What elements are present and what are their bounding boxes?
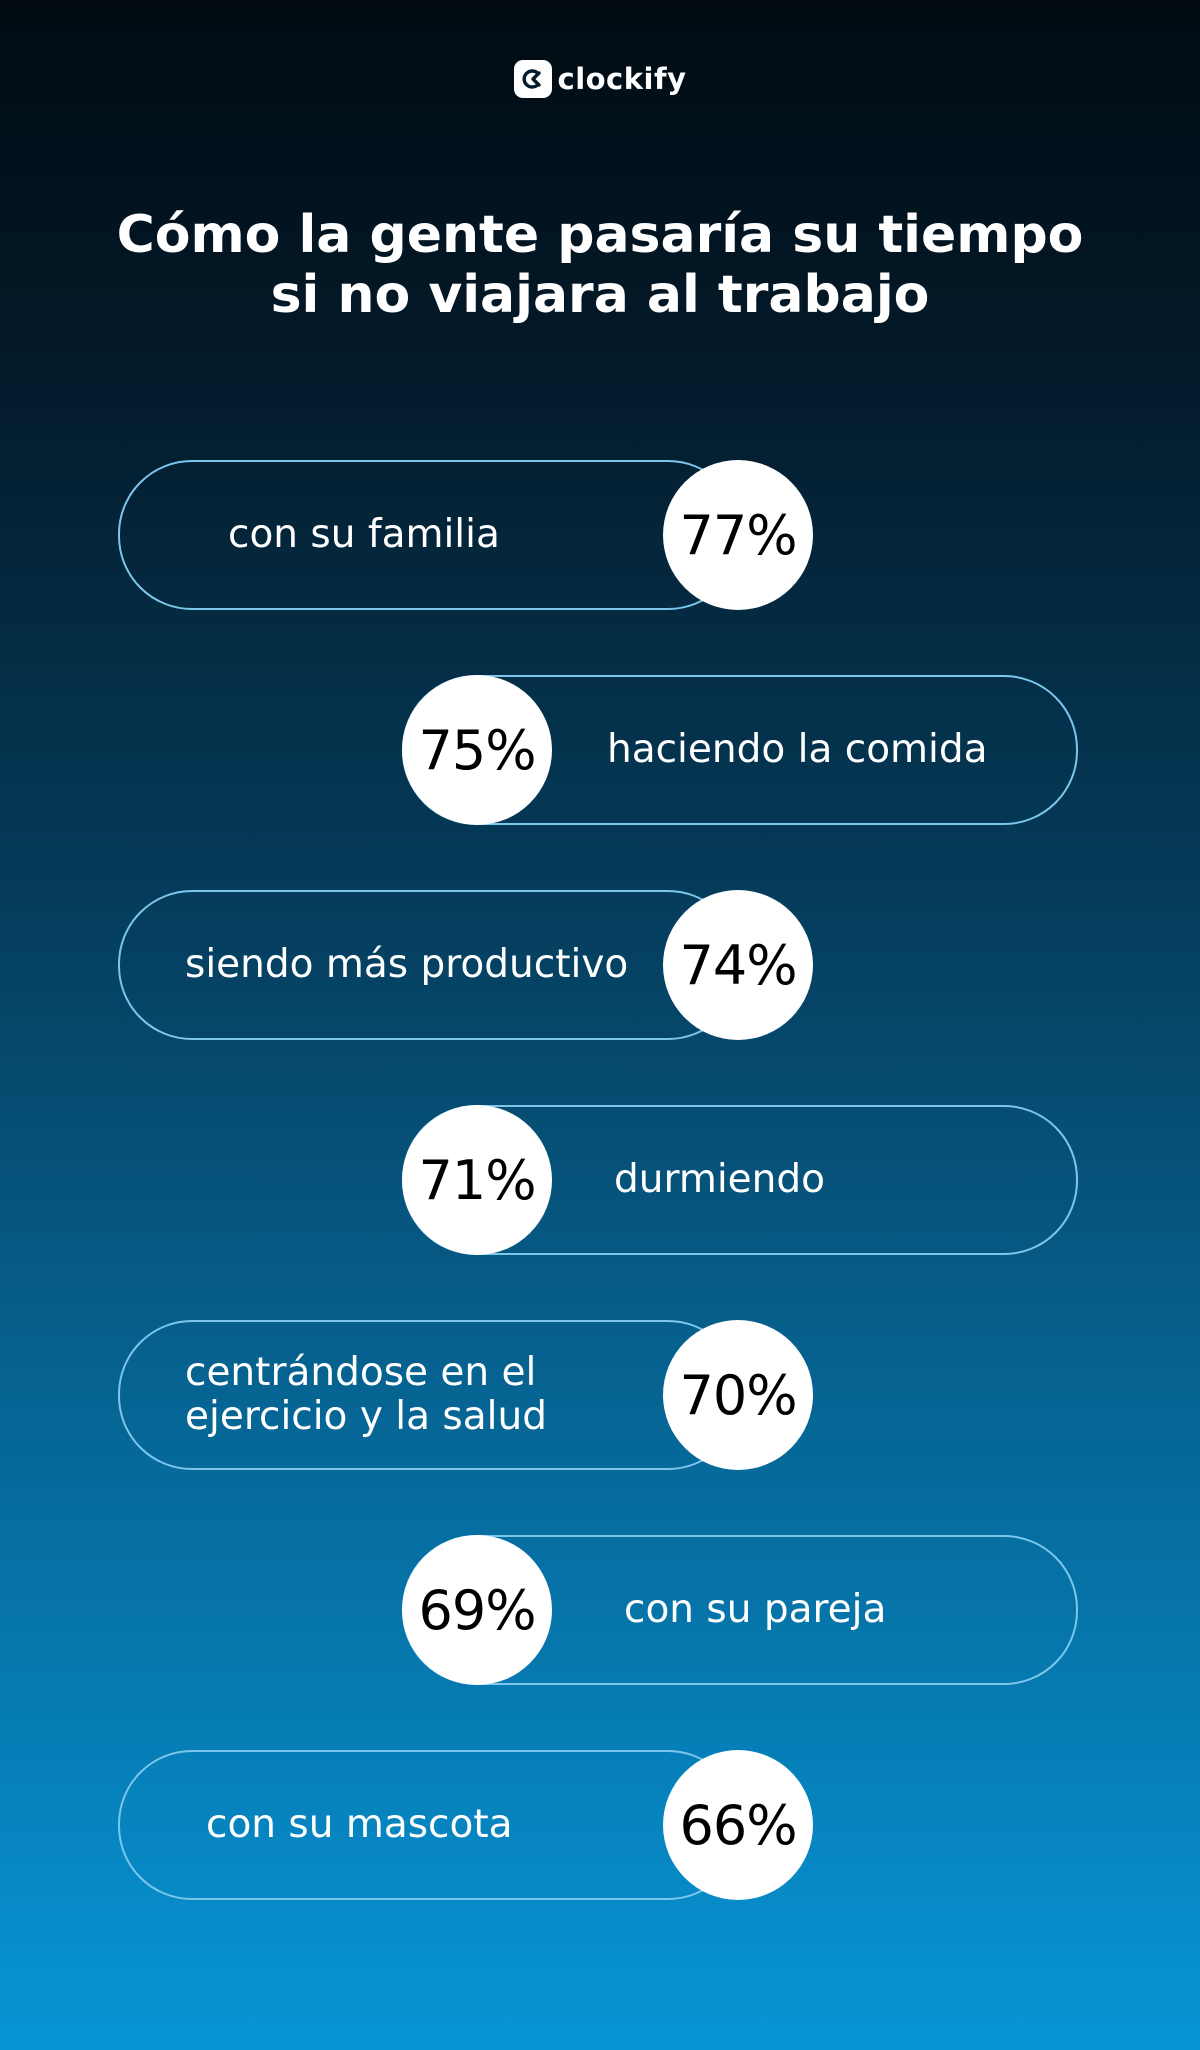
brand-logo: clockify [0, 60, 1200, 98]
stat-percent: 71% [402, 1105, 552, 1255]
stat-label: durmiendo [614, 1157, 825, 1202]
stat-label: centrándose en el ejercicio y la salud [185, 1350, 547, 1439]
page-title: Cómo la gente pasaría su tiempo si no vi… [116, 205, 1084, 325]
stat-row-productivo: siendo más productivo 74% [118, 890, 818, 1040]
stat-row-mascota: con su mascota 66% [118, 1750, 818, 1900]
stat-percent: 77% [663, 460, 813, 610]
stat-row-familia: con su familia 77% [118, 460, 818, 610]
stat-label: con su familia [228, 512, 500, 557]
stat-percent: 70% [663, 1320, 813, 1470]
stat-label: haciendo la comida [607, 727, 988, 772]
brand-name: clockify [557, 62, 687, 96]
stat-row-pareja: 69% con su pareja [402, 1535, 1082, 1685]
stat-label: con su pareja [624, 1587, 887, 1632]
clockify-logo-icon [513, 60, 552, 98]
stat-row-ejercicio: centrándose en el ejercicio y la salud 7… [118, 1320, 818, 1470]
stat-row-comida: 75% haciendo la comida [402, 675, 1082, 825]
stat-percent: 69% [402, 1535, 552, 1685]
stat-percent: 74% [663, 890, 813, 1040]
stat-percent: 66% [663, 1750, 813, 1900]
stat-label: con su mascota [206, 1802, 513, 1847]
stat-percent: 75% [402, 675, 552, 825]
stat-row-durmiendo: 71% durmiendo [402, 1105, 1082, 1255]
stat-label: siendo más productivo [185, 942, 629, 987]
